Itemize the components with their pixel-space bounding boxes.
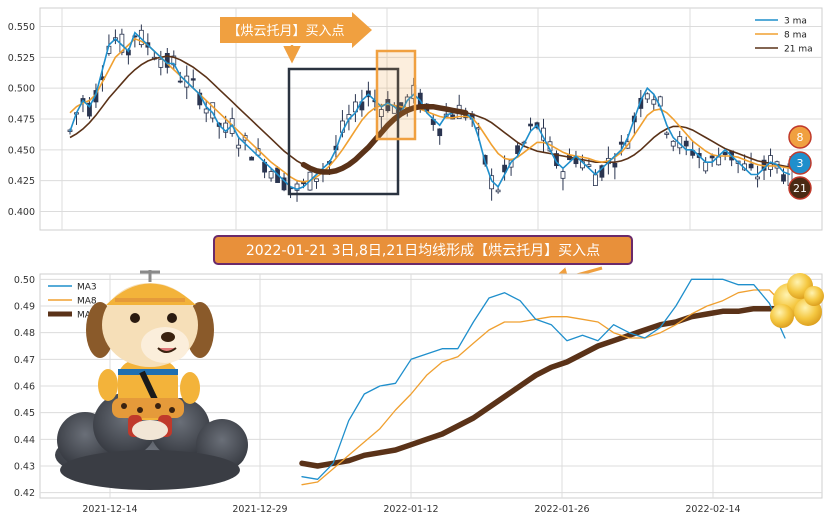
top-grid [40,8,822,230]
orange-highlight-box [375,49,417,141]
dog-body [98,360,200,440]
candle-body [378,109,384,118]
candle-body [164,52,170,68]
badge-ma8 [788,125,812,149]
candle-body [599,165,605,178]
mascot-icon [55,270,248,490]
dark-highlight-box [287,67,400,196]
bottom-x-tick-label: 2022-01-12 [383,504,438,515]
badge-ma8-label: 8 [797,131,804,144]
candle-body [515,145,520,154]
candle-body [755,176,760,180]
candle-body [670,140,676,147]
top-y-tick-label: 0.475 [8,115,35,126]
top-panel: 0.400 0.425 0.450 0.475 0.500 0.525 0.550 【烘云托… [8,7,823,231]
candle-body [644,93,650,100]
candle-body [618,141,624,145]
ma-badges: 8 3 21 [788,125,812,200]
candle-body [651,99,657,105]
caption-text: 2022-01-21 3日,8日,21日均线形成【烘云托月】买入点 [246,243,600,259]
banner-text: 【烘云托月】买入点 [227,24,344,39]
candle-body [249,156,255,161]
top-legend: 3 ma 8 ma 21 ma [755,17,813,55]
caption-box [213,235,633,265]
gold-coins-icon [770,273,824,328]
bottom-y-tick-label: 0.43 [14,462,35,473]
banner-shape [220,12,372,48]
bottom-y-tick-label: 0.47 [14,355,35,366]
candle-body [703,161,709,172]
bottom-x-tick-label: 2022-02-14 [685,504,740,515]
candle-body [87,102,92,117]
badge-ma21-label: 21 [793,182,807,195]
bottom-y-tick-label: 0.46 [14,382,35,393]
candle-body [314,178,319,182]
bottom-line-ma8 [301,289,786,486]
candle-body [664,132,670,135]
candle-body [638,97,644,109]
bottom-y-tick-label: 0.49 [14,302,35,313]
highlight-ma21-segment [300,103,469,175]
bottom-y-ticks: 0.42 0.43 0.44 0.45 0.46 0.47 0.48 0.49 0.50 [14,275,35,499]
cloud-icon [55,393,248,490]
candle-body [722,151,728,156]
candle-body [593,174,598,186]
badge-ma21 [788,176,812,200]
candle-body [612,162,618,168]
top-y-tick-label: 0.425 [8,176,35,187]
bottom-y-tick-label: 0.50 [14,275,35,286]
bottom-line-ma21 [299,305,788,469]
bottom-y-tick-label: 0.45 [14,408,35,419]
candle-body [177,80,183,83]
candle-body [236,144,242,149]
dog-head [86,270,214,367]
candle-body [203,108,209,114]
top-line-ma3 [69,31,791,191]
top-y-ticks: 0.400 0.425 0.450 0.475 0.500 0.525 0.550 [8,22,35,218]
bottom-x-tick-label: 2021-12-29 [232,504,287,515]
bottom-y-tick-label: 0.48 [14,328,35,339]
candle-body [560,171,566,179]
badge-ma3-label: 3 [797,157,804,170]
legend-MA8-label: MA8 [77,297,97,307]
bottom-x-tick-label: 2021-12-14 [82,504,137,515]
badge-ma3 [788,151,812,175]
bottom-x-ticks: 2021-12-14 2021-12-29 2022-01-12 2022-01-26… [82,504,740,515]
candle-body [709,155,715,159]
candle-body [683,140,689,147]
top-y-tick-label: 0.550 [8,22,35,33]
candle-body [495,189,501,193]
candle-body [294,183,300,191]
candle-body [781,174,786,182]
top-y-tick-label: 0.450 [8,145,35,156]
candle-body [748,163,754,169]
candle-body [268,171,274,179]
candle-body [281,177,287,191]
banner-arrow: 【烘云托月】买入点 [220,12,372,64]
top-y-tick-label: 0.525 [8,53,35,64]
bottom-x-tick-label: 2022-01-26 [534,504,589,515]
legend-ma21-label: 21 ma [784,45,813,55]
legend-ma8-label: 8 ma [784,31,807,41]
legend-ma3-label: 3 ma [784,17,807,27]
candle-body [158,58,164,68]
bottom-y-tick-label: 0.44 [14,435,35,446]
top-y-tick-label: 0.400 [8,207,35,218]
bottom-line-ma3 [301,278,786,480]
bottom-y-tick-label: 0.42 [14,488,35,499]
bottom-ma-lines [299,278,788,486]
top-y-tick-label: 0.500 [8,84,35,95]
legend-MA3-label: MA3 [77,283,97,293]
candle-body [502,164,507,173]
candle-body [437,128,443,137]
candle-body [190,78,196,81]
candle-body [528,123,533,127]
